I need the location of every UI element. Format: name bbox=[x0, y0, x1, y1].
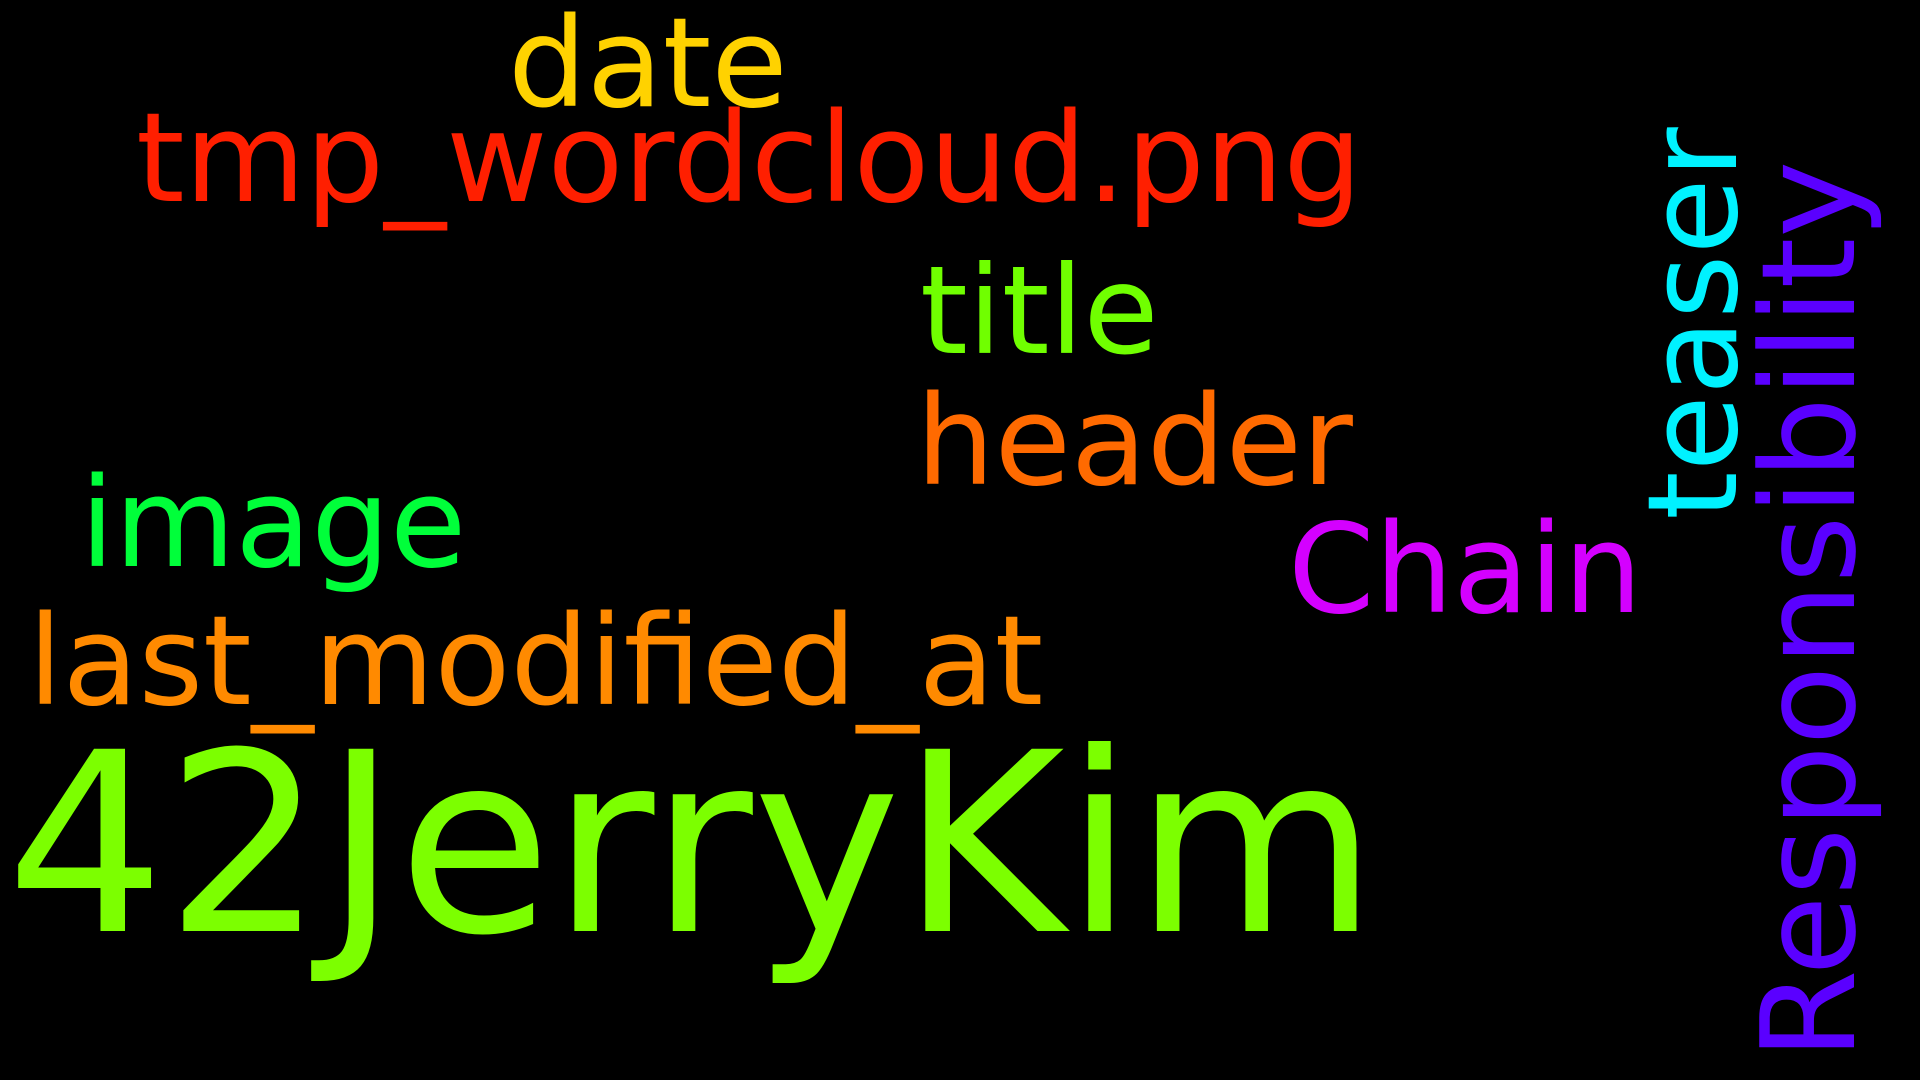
word-42jerrykim: 42JerryKim bbox=[6, 699, 1378, 990]
word-date: date bbox=[508, 0, 788, 136]
word-image: image bbox=[80, 452, 467, 596]
word-last-modified-at: last_modified_at bbox=[28, 590, 1044, 734]
word-responsibility: Responsibility bbox=[1733, 160, 1885, 1060]
word-chain: Chain bbox=[1288, 498, 1643, 642]
word-header: header bbox=[916, 370, 1353, 514]
word-title: title bbox=[920, 240, 1159, 382]
word-tmp-wordcloud: tmp_wordcloud.png bbox=[136, 87, 1363, 231]
